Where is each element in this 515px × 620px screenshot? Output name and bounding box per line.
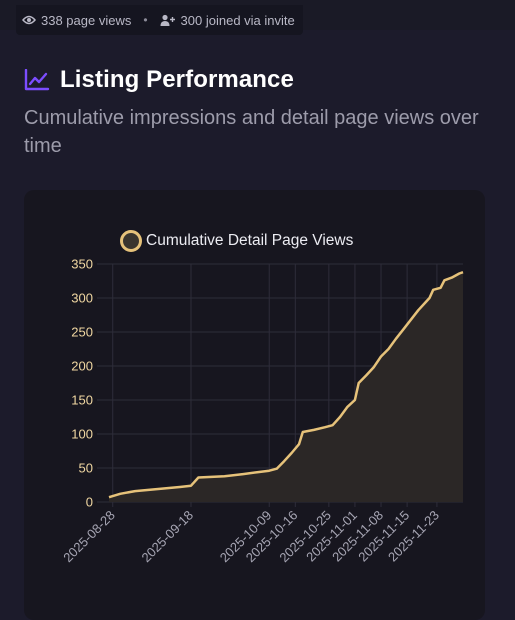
y-tick-label: 100 <box>71 427 93 442</box>
invites-stat: 300 joined via invite <box>160 13 295 28</box>
stats-bar: 338 page views • 300 joined via invite <box>16 5 303 35</box>
section-header: Listing Performance <box>24 66 294 94</box>
x-tick-label: 2025-08-28 <box>60 508 118 566</box>
chart-legend[interactable]: Cumulative Detail Page Views <box>120 230 353 252</box>
y-tick-label: 0 <box>86 495 93 510</box>
y-tick-label: 250 <box>71 325 93 340</box>
user-plus-icon <box>160 14 175 26</box>
y-tick-label: 300 <box>71 291 93 306</box>
y-tick-label: 50 <box>79 461 93 476</box>
legend-swatch <box>120 230 142 252</box>
legend-label: Cumulative Detail Page Views <box>146 232 354 249</box>
separator-dot: • <box>143 13 148 27</box>
line-chart-icon <box>24 69 50 91</box>
x-tick-label: 2025-09-18 <box>138 508 196 566</box>
invites-text: 300 joined via invite <box>180 12 295 28</box>
page-views-text: 338 page views <box>41 12 132 28</box>
page-views-stat: 338 page views <box>22 13 131 28</box>
y-tick-label: 350 <box>71 257 93 272</box>
y-tick-label: 150 <box>71 393 93 408</box>
series-area <box>109 272 463 502</box>
section-subtitle: Cumulative impressions and detail page v… <box>24 107 479 157</box>
y-tick-label: 200 <box>71 359 93 374</box>
series-line <box>108 271 464 499</box>
x-axis-ticks: 2025-08-28 2025-09-18 2025-10-092025-10-16… <box>60 508 442 566</box>
section-title: Listing Performance <box>60 66 294 93</box>
y-axis-ticks: 0 50 100 150 200 250 300 350 <box>71 257 93 510</box>
eye-icon <box>22 15 36 25</box>
